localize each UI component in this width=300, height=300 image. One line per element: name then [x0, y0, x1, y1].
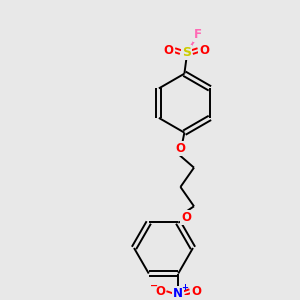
Text: O: O [164, 44, 174, 57]
Text: O: O [181, 211, 191, 224]
Text: N: N [173, 287, 183, 300]
Text: O: O [199, 44, 209, 57]
Text: O: O [176, 142, 185, 155]
Text: F: F [194, 28, 202, 41]
Text: S: S [182, 46, 191, 59]
Text: O: O [155, 285, 166, 298]
Text: +: + [181, 283, 188, 292]
Text: O: O [191, 285, 201, 298]
Text: −: − [150, 281, 158, 291]
